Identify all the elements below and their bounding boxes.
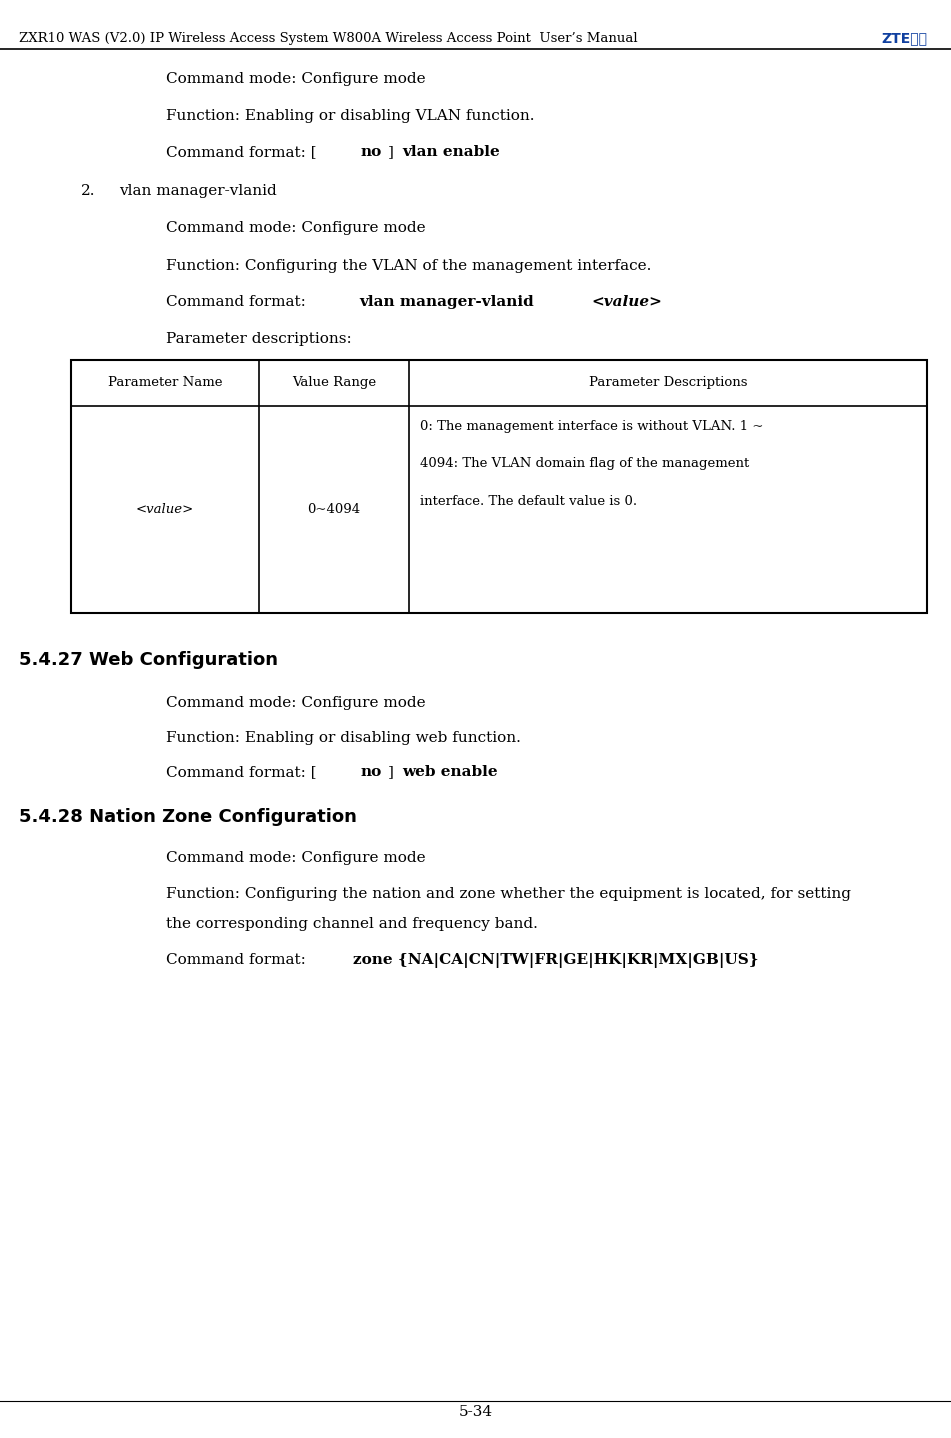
Text: ]: ] xyxy=(388,765,399,779)
Text: no: no xyxy=(360,765,382,779)
Text: 0: The management interface is without VLAN. 1 ~: 0: The management interface is without V… xyxy=(420,420,764,433)
Text: web enable: web enable xyxy=(402,765,497,779)
Text: Function: Enabling or disabling VLAN function.: Function: Enabling or disabling VLAN fun… xyxy=(166,109,534,124)
Text: <value>: <value> xyxy=(136,502,194,516)
Text: 5-34: 5-34 xyxy=(458,1405,493,1419)
Text: 5.4.27 Web Configuration: 5.4.27 Web Configuration xyxy=(19,651,278,670)
Text: zone {NA|CA|CN|TW|FR|GE|HK|KR|MX|GB|US}: zone {NA|CA|CN|TW|FR|GE|HK|KR|MX|GB|US} xyxy=(353,953,759,968)
Text: interface. The default value is 0.: interface. The default value is 0. xyxy=(420,495,637,508)
Text: ZXR10 WAS (V2.0) IP Wireless Access System W800A Wireless Access Point  User’s M: ZXR10 WAS (V2.0) IP Wireless Access Syst… xyxy=(19,32,637,45)
Text: Command mode: Configure mode: Command mode: Configure mode xyxy=(166,221,426,236)
Text: 0~4094: 0~4094 xyxy=(307,502,360,516)
Text: Function: Configuring the nation and zone whether the equipment is located, for : Function: Configuring the nation and zon… xyxy=(166,887,851,902)
Text: <value>: <value> xyxy=(592,295,663,309)
Text: Command format:: Command format: xyxy=(166,953,311,968)
Text: 5.4.28 Nation Zone Configuration: 5.4.28 Nation Zone Configuration xyxy=(19,808,357,827)
Text: Parameter Descriptions: Parameter Descriptions xyxy=(589,375,747,390)
Text: Command mode: Configure mode: Command mode: Configure mode xyxy=(166,696,426,710)
Text: Command format: [: Command format: [ xyxy=(166,145,317,160)
Text: vlan manager-vlanid: vlan manager-vlanid xyxy=(359,295,539,309)
Text: 4094: The VLAN domain flag of the management: 4094: The VLAN domain flag of the manage… xyxy=(420,457,749,470)
Text: Function: Configuring the VLAN of the management interface.: Function: Configuring the VLAN of the ma… xyxy=(166,259,651,273)
Text: the corresponding channel and frequency band.: the corresponding channel and frequency … xyxy=(166,917,538,932)
Text: Command format: [: Command format: [ xyxy=(166,765,317,779)
Text: ]: ] xyxy=(388,145,399,160)
Text: Function: Enabling or disabling web function.: Function: Enabling or disabling web func… xyxy=(166,731,521,745)
Text: vlan manager-vlanid: vlan manager-vlanid xyxy=(119,184,277,198)
Text: 2.: 2. xyxy=(81,184,95,198)
Text: no: no xyxy=(360,145,382,160)
Text: Command mode: Configure mode: Command mode: Configure mode xyxy=(166,72,426,86)
Text: Parameter Name: Parameter Name xyxy=(107,375,223,390)
Text: vlan enable: vlan enable xyxy=(402,145,500,160)
Text: ZTE中兴: ZTE中兴 xyxy=(882,32,927,46)
Text: Value Range: Value Range xyxy=(292,375,376,390)
Text: Command format:: Command format: xyxy=(166,295,316,309)
Bar xyxy=(71,360,927,613)
Text: Command mode: Configure mode: Command mode: Configure mode xyxy=(166,851,426,866)
Text: Parameter descriptions:: Parameter descriptions: xyxy=(166,332,352,347)
